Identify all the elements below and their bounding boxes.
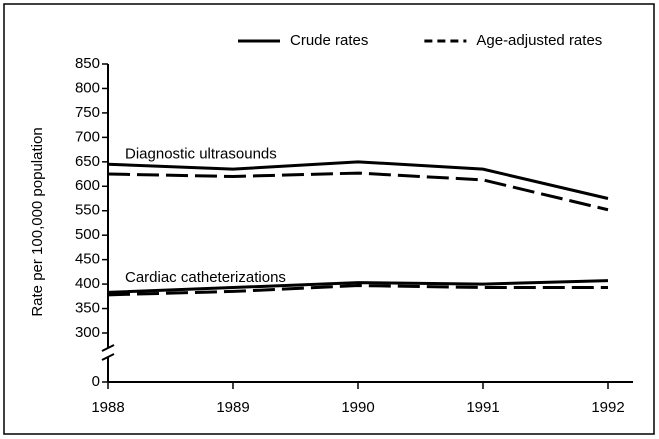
y-axis-label: Rate per 100,000 population [29, 127, 46, 316]
x-tick-label: 1992 [591, 399, 624, 416]
y-tick-label: 400 [75, 275, 100, 292]
y-tick-label: 0 [92, 373, 100, 390]
x-tick-label: 1990 [341, 399, 374, 416]
x-tick-label: 1991 [466, 399, 499, 416]
legend-label: Crude rates [290, 32, 368, 49]
annotation: Diagnostic ultrasounds [125, 145, 277, 162]
axis-break [101, 344, 115, 352]
y-tick-label: 700 [75, 128, 100, 145]
annotation: Cardiac catheterizations [125, 269, 286, 286]
y-tick-label: 350 [75, 300, 100, 317]
y-tick-label: 600 [75, 177, 100, 194]
y-tick-label: 650 [75, 153, 100, 170]
x-tick-label: 1988 [91, 399, 124, 416]
legend-label: Age-adjusted rates [476, 32, 602, 49]
line [107, 284, 608, 297]
y-tick-label: 300 [75, 324, 100, 341]
y-tick-label: 800 [75, 79, 100, 96]
x-tick-label: 1989 [216, 399, 249, 416]
y-tick-label: 450 [75, 251, 100, 268]
line [107, 279, 609, 294]
y-tick-label: 850 [75, 55, 100, 72]
line [107, 160, 609, 200]
y-tick-label: 550 [75, 202, 100, 219]
line [107, 171, 609, 212]
y-tick-label: 750 [75, 104, 100, 121]
y-tick-label: 500 [75, 226, 100, 243]
axis-break [101, 353, 115, 361]
frame [3, 3, 655, 435]
